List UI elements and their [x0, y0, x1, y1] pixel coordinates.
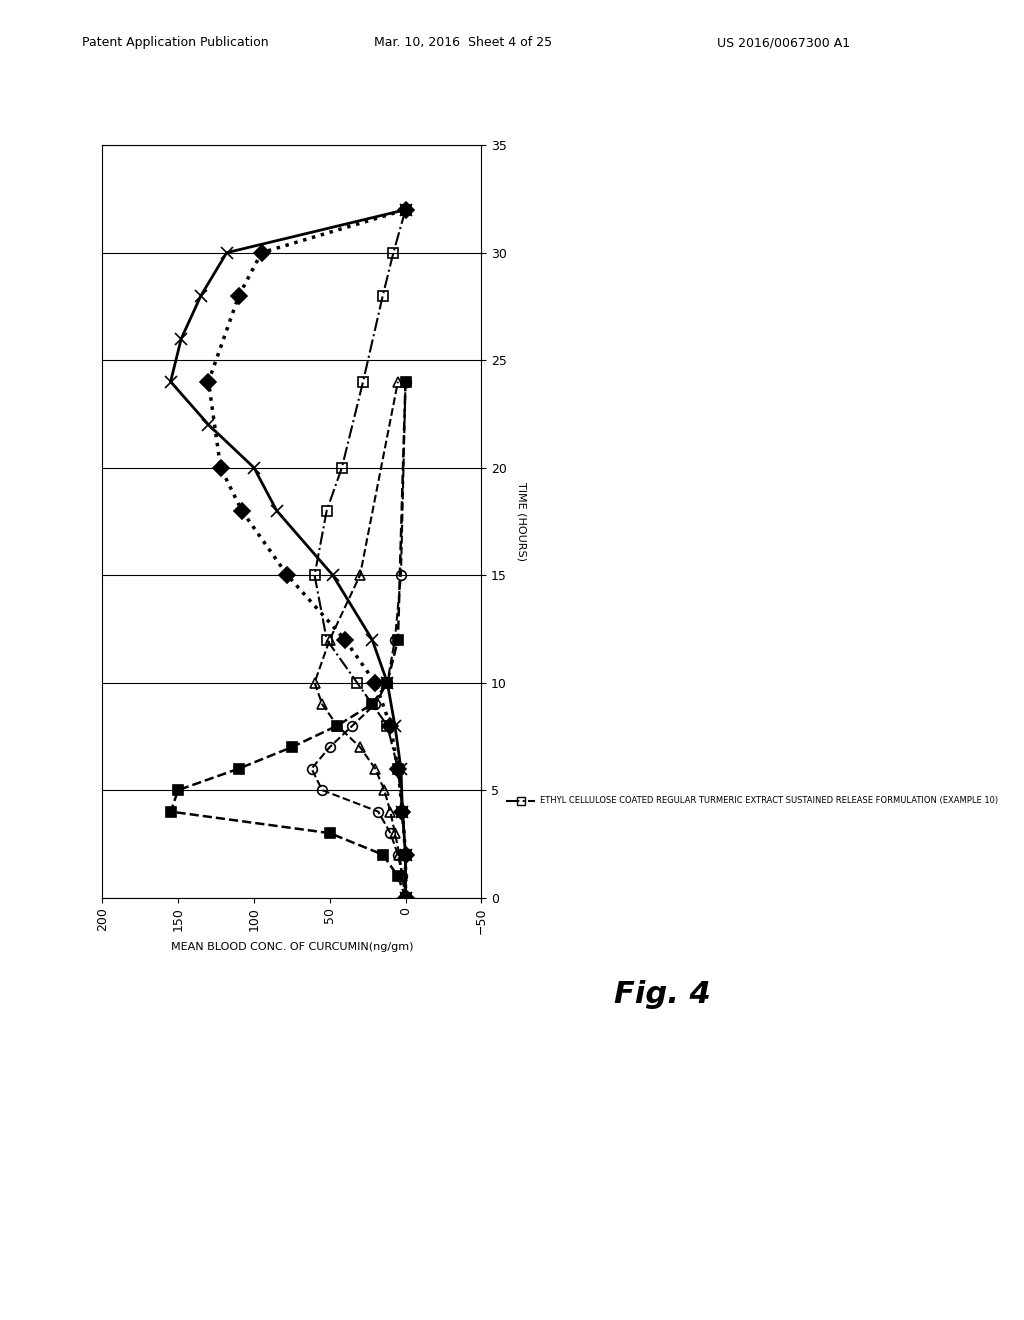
Text: Patent Application Publication: Patent Application Publication — [82, 36, 268, 49]
Text: US 2016/0067300 A1: US 2016/0067300 A1 — [717, 36, 850, 49]
X-axis label: MEAN BLOOD CONC. OF CURCUMIN(ng/gm): MEAN BLOOD CONC. OF CURCUMIN(ng/gm) — [171, 942, 413, 952]
Text: Fig. 4: Fig. 4 — [614, 981, 711, 1010]
Legend: ETHYL CELLULOSE COATED REGULAR TURMERIC EXTRACT SUSTAINED RELEASE FORMULATION (E: ETHYL CELLULOSE COATED REGULAR TURMERIC … — [506, 796, 998, 805]
Y-axis label: TIME (HOURS): TIME (HOURS) — [516, 482, 526, 561]
Text: Mar. 10, 2016  Sheet 4 of 25: Mar. 10, 2016 Sheet 4 of 25 — [374, 36, 552, 49]
